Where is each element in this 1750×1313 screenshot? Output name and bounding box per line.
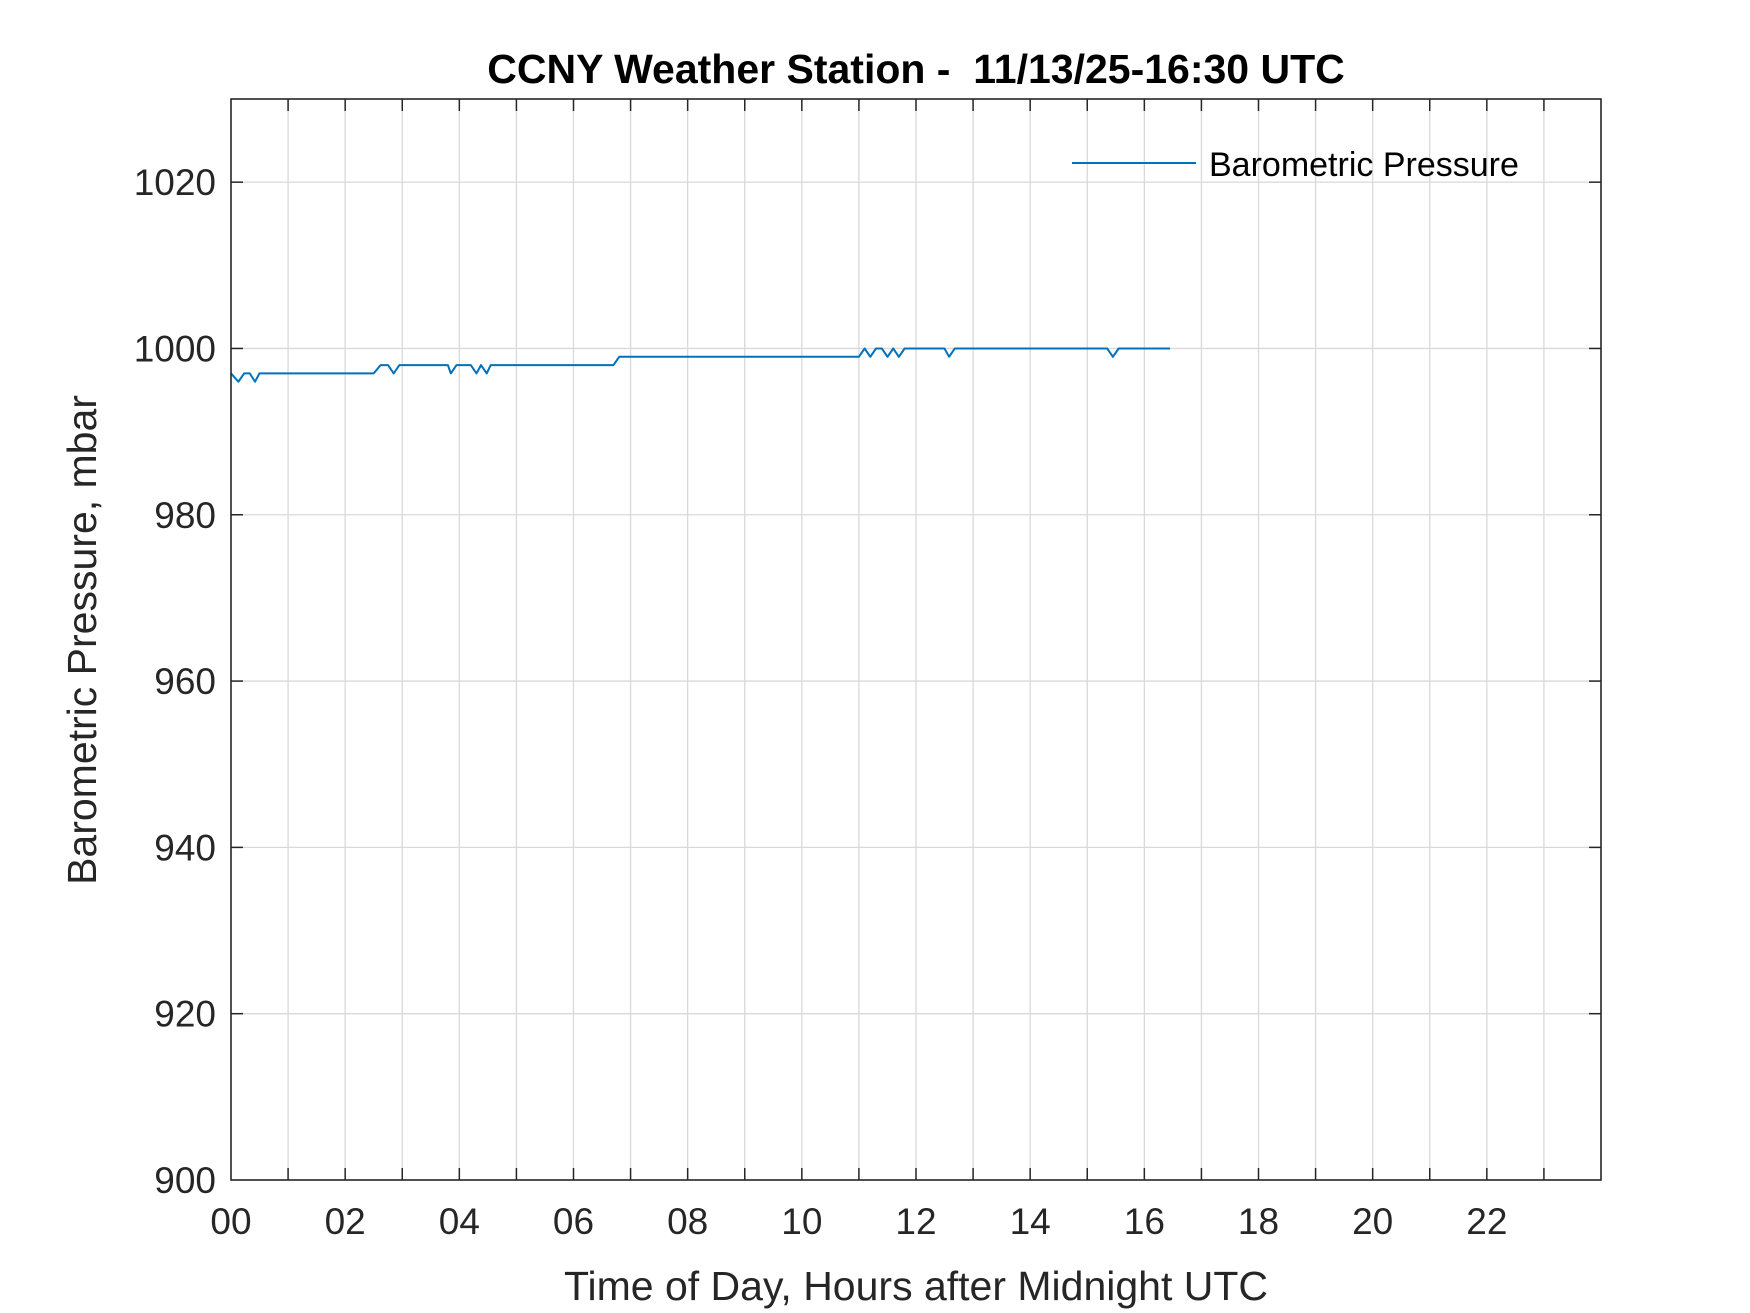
y-tick-label: 960 [154,661,216,702]
series-layer [230,347,1170,383]
chart-title: CCNY Weather Station - 11/13/25-16:30 UT… [487,46,1345,92]
x-tick-label: 00 [210,1201,251,1242]
x-tick-label: 06 [553,1201,594,1242]
y-tick-label: 920 [154,994,216,1035]
legend: Barometric Pressure [1072,146,1519,184]
y-axis-label: Barometric Pressure, mbar [59,395,105,885]
legend-label: Barometric Pressure [1209,146,1519,184]
y-tick-label: 940 [154,827,216,868]
axis-ticks [231,99,1601,1180]
x-tick-label: 12 [895,1201,936,1242]
x-tick-labels: 00 02 04 06 08 10 12 14 16 18 20 22 [210,1201,1507,1242]
x-tick-label: 16 [1124,1201,1165,1242]
x-tick-label: 04 [439,1201,480,1242]
x-tick-label: 18 [1238,1201,1279,1242]
x-tick-label: 10 [781,1201,822,1242]
y-tick-labels: 900 920 940 960 980 1000 1020 [134,162,216,1201]
series-line-barometric-pressure [230,347,1170,383]
grid [231,99,1601,1180]
y-tick-label: 900 [154,1160,216,1201]
x-tick-label: 14 [1010,1201,1051,1242]
y-tick-label: 1000 [134,328,216,369]
y-tick-label: 980 [154,495,216,536]
x-axis-label: Time of Day, Hours after Midnight UTC [564,1263,1268,1309]
x-tick-label: 02 [325,1201,366,1242]
y-tick-label: 1020 [134,162,216,203]
x-tick-label: 22 [1466,1201,1507,1242]
x-tick-label: 08 [667,1201,708,1242]
plot-frame [230,98,1602,1181]
x-tick-label: 20 [1352,1201,1393,1242]
